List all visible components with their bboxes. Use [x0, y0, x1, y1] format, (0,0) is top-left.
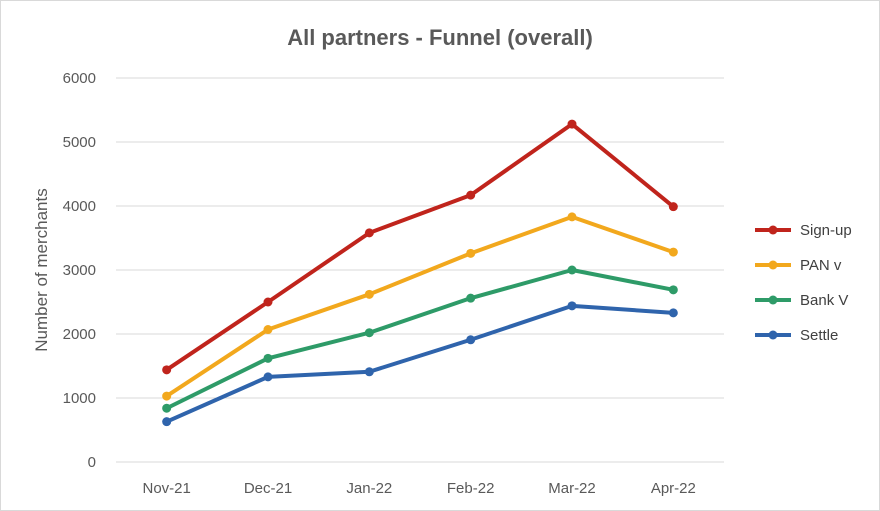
- data-point: [263, 297, 273, 307]
- chart-title: All partners - Funnel (overall): [287, 25, 593, 50]
- legend-marker: [768, 330, 778, 340]
- legend-label: Bank V: [800, 292, 848, 309]
- data-point: [567, 119, 577, 129]
- data-point: [364, 328, 374, 338]
- data-point: [567, 301, 577, 311]
- data-point: [466, 293, 476, 303]
- legend-label: Sign-up: [800, 222, 852, 239]
- legend-label: Settle: [800, 327, 838, 344]
- data-point: [364, 367, 374, 377]
- series-line-pan-v: [164, 214, 676, 399]
- y-tick-label: 6000: [63, 70, 96, 87]
- y-axis-title: Number of merchants: [32, 188, 51, 351]
- series-line-sign-up: [164, 122, 676, 372]
- series-lines: [162, 119, 678, 427]
- data-point: [668, 247, 678, 257]
- y-tick-label: 3000: [63, 262, 96, 279]
- series-line-bank-v: [164, 268, 676, 411]
- y-tick-label: 4000: [63, 198, 96, 215]
- legend-label: PAN v: [800, 257, 842, 274]
- data-point: [668, 285, 678, 295]
- data-point: [567, 265, 577, 275]
- data-point: [466, 335, 476, 345]
- x-tick-label: Dec-21: [244, 480, 292, 497]
- data-point: [364, 289, 374, 299]
- data-point: [162, 391, 172, 401]
- y-tick-label: 1000: [63, 390, 96, 407]
- data-point: [466, 248, 476, 258]
- series-line-settle: [164, 303, 676, 424]
- y-axis-ticks: 0 1000 2000 3000 4000 5000 6000: [63, 70, 96, 471]
- data-point: [162, 417, 172, 427]
- y-tick-label: 5000: [63, 134, 96, 151]
- legend-marker: [768, 225, 778, 235]
- data-point: [162, 403, 172, 413]
- data-point: [263, 353, 273, 363]
- data-point: [668, 202, 678, 212]
- x-tick-label: Nov-21: [142, 480, 190, 497]
- data-point: [364, 228, 374, 238]
- data-point: [263, 372, 273, 382]
- data-point: [567, 212, 577, 222]
- data-point: [162, 365, 172, 375]
- y-tick-label: 2000: [63, 326, 96, 343]
- legend-marker: [768, 260, 778, 270]
- x-tick-label: Apr-22: [651, 480, 696, 497]
- data-point: [263, 325, 273, 335]
- x-tick-label: Jan-22: [346, 480, 392, 497]
- y-tick-label: 0: [88, 454, 96, 471]
- data-point: [466, 190, 476, 200]
- x-axis-ticks: Nov-21 Dec-21 Jan-22 Feb-22 Mar-22 Apr-22: [142, 480, 695, 497]
- legend: Sign-up PAN v Bank V Settle: [755, 222, 852, 344]
- legend-marker: [768, 295, 778, 305]
- data-point: [668, 308, 678, 318]
- x-tick-label: Feb-22: [447, 480, 495, 497]
- x-tick-label: Mar-22: [548, 480, 596, 497]
